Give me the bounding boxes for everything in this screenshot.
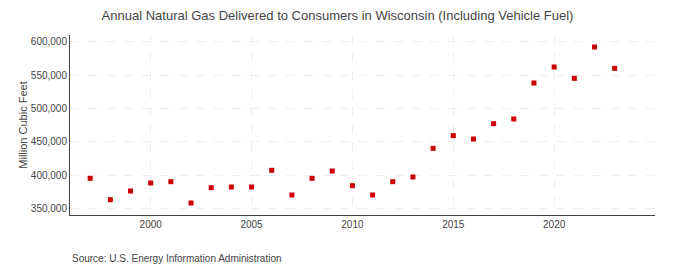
svg-text:400,000: 400,000 [31,170,68,181]
svg-text:350,000: 350,000 [31,203,68,214]
svg-text:2015: 2015 [442,219,465,230]
svg-text:2005: 2005 [240,219,263,230]
svg-text:2000: 2000 [140,219,163,230]
svg-text:Annual Natural Gas Delivered t: Annual Natural Gas Delivered to Consumer… [102,8,574,23]
svg-text:Source: U.S. Energy Informatio: Source: U.S. Energy Information Administ… [72,253,282,264]
svg-text:550,000: 550,000 [31,70,68,81]
svg-text:2020: 2020 [543,219,566,230]
svg-text:2010: 2010 [341,219,364,230]
svg-text:500,000: 500,000 [31,103,68,114]
svg-text:600,000: 600,000 [31,36,68,47]
svg-text:450,000: 450,000 [31,136,68,147]
svg-text:Million Cubic Feet: Million Cubic Feet [17,81,29,168]
